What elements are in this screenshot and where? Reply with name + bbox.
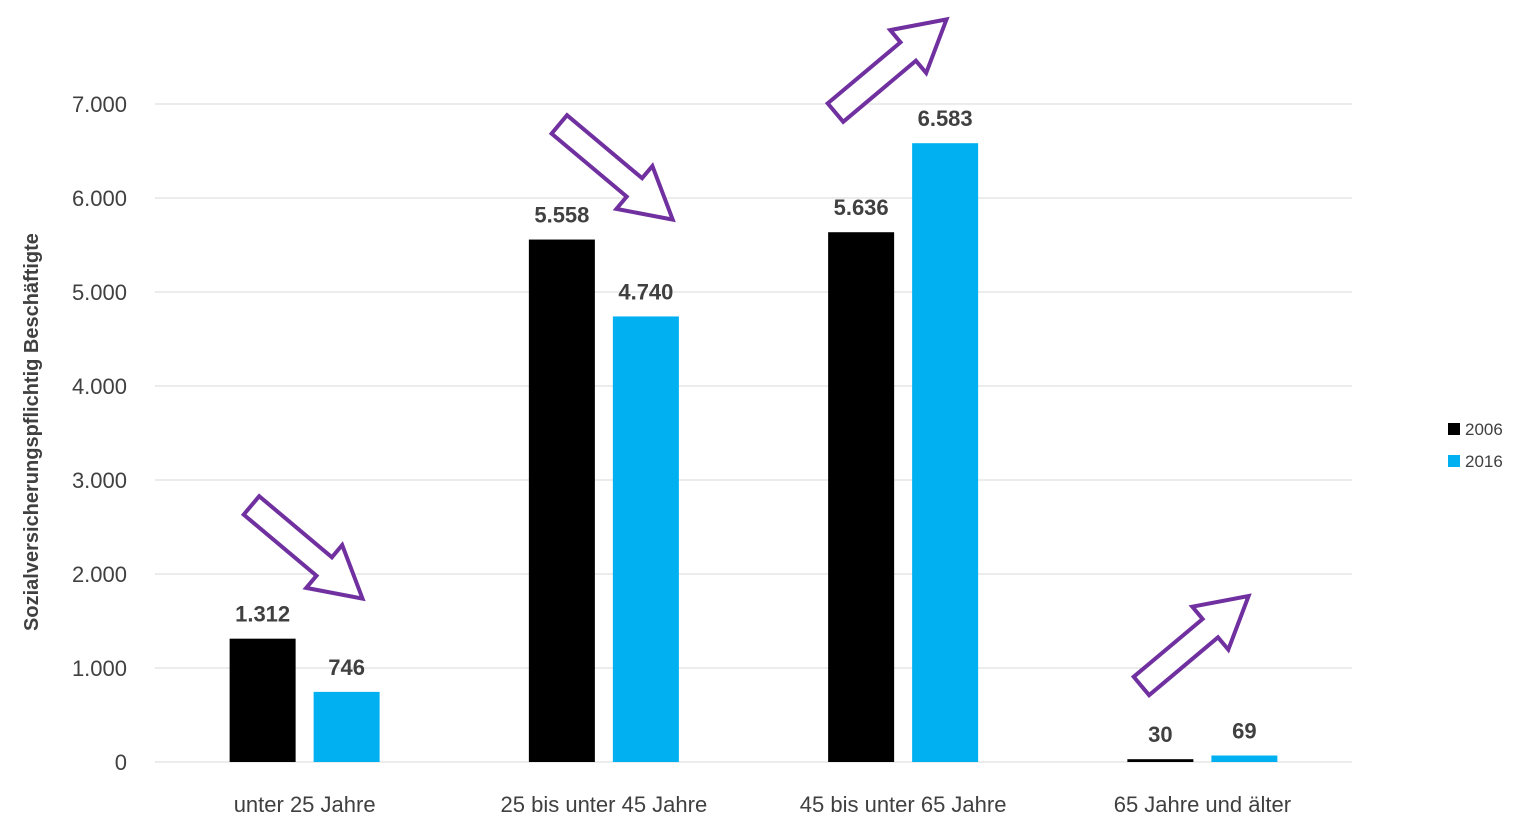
x-category-label: unter 25 Jahre [234,792,376,817]
data-label: 69 [1232,719,1256,744]
x-axis-categories: unter 25 Jahre 25 bis unter 45 Jahre 45 bi… [234,792,1291,817]
x-category-label: 65 Jahre und älter [1114,792,1291,817]
data-label: 1.312 [235,602,290,627]
bar-2016 [912,143,979,762]
data-labels: 1.312 746 5.558 4.740 5.636 6.583 30 69 [235,106,1257,747]
y-tick-label: 7.000 [72,92,127,117]
trend-arrow-down [240,493,366,602]
x-category-label: 25 bis unter 45 Jahre [501,792,708,817]
legend-swatch-2016 [1448,455,1460,467]
y-tick-label: 2.000 [72,562,127,587]
y-tick-label: 6.000 [72,186,127,211]
bar-2006 [528,239,595,763]
data-label: 5.558 [534,203,589,228]
trend-arrows [240,16,1252,699]
legend-label: 2016 [1465,452,1503,471]
bar-2006 [1127,759,1194,762]
y-tick-label: 0 [115,750,127,775]
trend-arrow-up [824,16,950,125]
bar-2006 [229,638,296,762]
bars [229,143,1278,763]
data-label: 746 [328,655,365,680]
trend-arrow-up [1130,593,1252,699]
y-axis-label: Sozialversicherungspflichtig Beschäftigt… [21,233,43,631]
trend-arrow-down [548,112,676,223]
data-label: 6.583 [918,106,973,131]
y-tick-label: 4.000 [72,374,127,399]
bar-2016 [313,691,380,762]
bar-2006 [828,232,895,762]
legend-label: 2006 [1465,420,1503,439]
bar-2016 [1211,755,1278,762]
y-tick-label: 5.000 [72,280,127,305]
data-label: 30 [1148,722,1172,747]
legend-swatch-2006 [1448,423,1460,435]
data-label: 4.740 [618,279,673,304]
bar-2016 [612,316,679,762]
y-tick-label: 3.000 [72,468,127,493]
y-axis-ticks: 0 1.000 2.000 3.000 4.000 5.000 6.000 7.000 [72,92,127,775]
legend: 2006 2016 [1448,420,1503,471]
y-tick-label: 1.000 [72,656,127,681]
data-label: 5.636 [834,195,889,220]
x-category-label: 45 bis unter 65 Jahre [800,792,1007,817]
